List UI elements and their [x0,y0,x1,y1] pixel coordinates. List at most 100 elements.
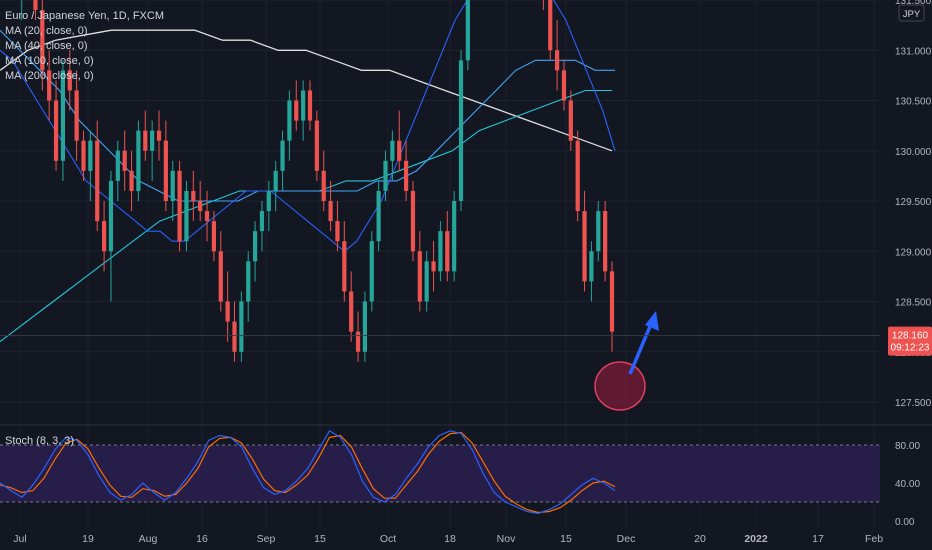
candle-body [136,130,141,191]
candle [568,90,573,151]
price-tick-label: 130.500 [895,97,932,108]
price-badge-value: 128.160 [892,331,929,342]
candle [273,160,278,212]
stochastic-k-line [0,429,616,515]
price-tick-label: 129.500 [895,197,932,208]
ma-40-legend[interactable]: MA (40, close, 0) [5,40,88,52]
stochastic-tick-label: 40.00 [895,479,920,490]
stochastic-band [0,445,880,502]
candle-body [273,170,278,191]
candle [246,251,251,322]
ma-100-legend[interactable]: MA (100, close, 0) [5,55,94,67]
candle [369,231,374,312]
ma40-line [0,29,615,202]
symbol-title[interactable]: Euro / Japanese Yen, 1D, FXCM [5,10,164,22]
price-badge-countdown: 09:12:23 [891,343,930,354]
time-tick-label: Aug [139,533,158,545]
time-tick-label: 16 [196,533,208,545]
time-tick-label: Dec [617,533,636,545]
candle-body [458,60,464,201]
candle [33,0,38,21]
candle-body [170,170,175,201]
stochastic-axis[interactable]: 0.00 40.00 80.00 [895,441,920,528]
time-tick-label: Oct [380,533,396,545]
candle [252,221,258,282]
time-tick-label: 20 [694,533,706,545]
candle [452,190,457,282]
candle [156,110,162,161]
time-axis[interactable]: Jul 19 Aug 16 Sep 15 Oct 18 Nov 15 Dec 20 2022 17 Feb [13,533,883,545]
candle [355,311,361,362]
candle [74,70,79,161]
candle [170,160,175,222]
candle-body [184,190,189,242]
candle-body [101,221,107,252]
candle [101,201,107,272]
candle [417,231,422,312]
candle-body [246,261,251,302]
candle-body [328,201,333,222]
candle [542,0,544,11]
candle-body [129,170,134,191]
time-tick-label: Feb [865,533,883,545]
candle-body [376,190,381,242]
arrow-annotation[interactable] [628,323,653,375]
price-tick-label: 129.000 [895,247,932,258]
candle-body [108,180,114,252]
candle-body [314,120,319,171]
candle [554,20,560,91]
candle-body [115,150,120,181]
stochastic-tick-label: 0.00 [895,517,915,528]
candle-body [362,301,368,352]
candle-body [191,190,196,201]
candle [198,180,203,222]
candle-body [143,130,148,151]
time-tick-label: 15 [314,533,326,545]
candle [431,241,436,292]
candle-body [198,201,203,212]
ma-200-legend[interactable]: MA (200, close, 0) [5,70,94,82]
candle-body [150,130,155,151]
time-tick-label: Sep [257,533,276,545]
ma-20-legend[interactable]: MA (20, close, 0) [5,25,88,37]
candle [60,60,66,181]
candle-body [383,160,388,191]
candle [177,160,182,252]
candle-body [355,331,361,352]
arrow-head [645,311,659,331]
candle [561,60,567,111]
circle-annotation[interactable] [594,361,646,411]
candle-body [445,231,450,272]
candle-body [239,301,244,352]
candle [184,180,189,252]
price-badge-background [888,326,932,356]
candle [95,120,100,232]
candle-body [596,211,601,252]
candle-body [74,90,79,141]
candle [211,211,217,262]
candle-body [60,70,66,161]
candle [163,120,168,212]
candle [582,190,587,292]
candle [383,150,388,201]
candle [150,120,155,181]
time-tick-label: 19 [82,533,94,545]
candle-body [53,100,59,161]
candle [266,180,271,232]
candle-body [204,211,210,222]
candle [108,170,114,302]
candle-body [218,251,223,302]
currency-badge[interactable]: JPY [898,4,925,22]
chart-legend: Euro / Japanese Yen, 1D, FXCM MA (20, cl… [5,9,164,84]
candle-body [589,251,594,282]
candle [314,110,319,181]
candle-body [321,170,326,201]
candle-body [335,221,340,242]
candle [349,271,354,342]
stochastic-legend[interactable]: Stoch (8, 3, 3) [5,435,75,447]
candle [424,251,429,312]
candle-body [410,190,416,252]
candle [21,0,23,21]
candle-body [294,100,299,121]
